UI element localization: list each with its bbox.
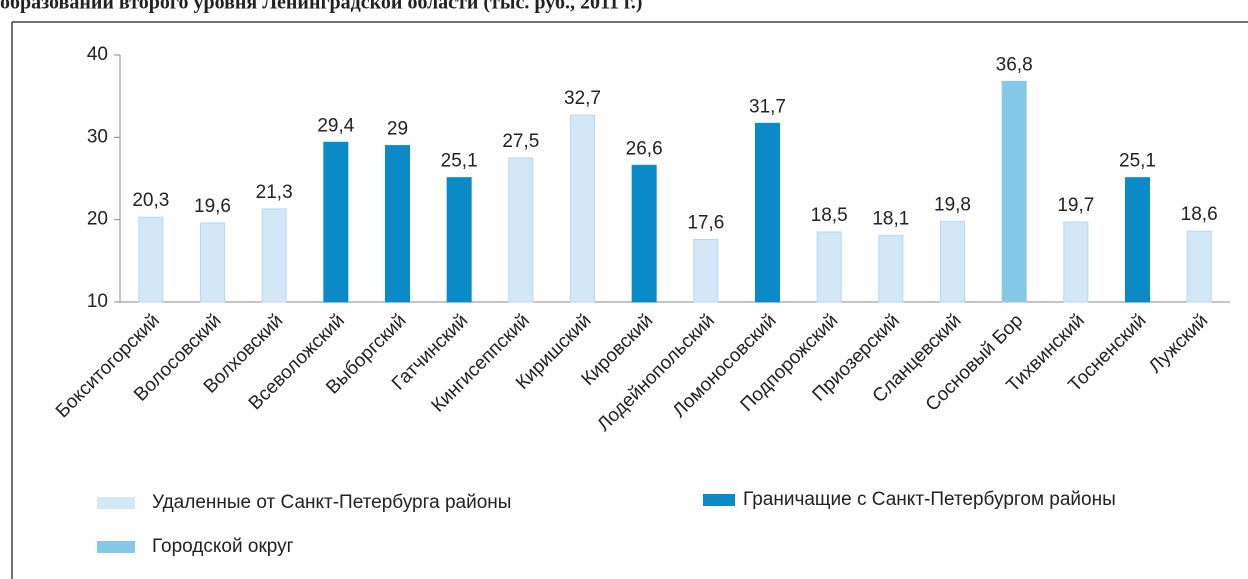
bar bbox=[261, 208, 287, 303]
bar bbox=[323, 141, 349, 303]
bar bbox=[878, 234, 904, 303]
bar bbox=[693, 238, 719, 303]
x-tick-label: Бокситогорский bbox=[52, 310, 164, 422]
data-label: 17,6 bbox=[687, 212, 724, 233]
bar bbox=[138, 216, 164, 303]
bar bbox=[940, 220, 965, 303]
bar bbox=[508, 157, 534, 303]
bar bbox=[1125, 177, 1150, 303]
data-label: 20,3 bbox=[132, 190, 169, 211]
x-tick-label: Ломоносовский bbox=[669, 310, 781, 422]
data-label: 27,5 bbox=[502, 131, 539, 152]
data-label: 29 bbox=[387, 119, 408, 140]
bar bbox=[1063, 221, 1089, 303]
data-label: 21,3 bbox=[256, 182, 293, 203]
bar bbox=[446, 177, 472, 303]
y-tick-label: 10 bbox=[87, 291, 108, 312]
data-label: 32,7 bbox=[564, 88, 601, 109]
bar bbox=[816, 231, 842, 303]
bar bbox=[385, 145, 410, 303]
legend-label: Городской округ bbox=[152, 536, 294, 557]
y-tick-label: 40 bbox=[87, 44, 108, 65]
bar bbox=[200, 222, 225, 303]
data-label: 25,1 bbox=[441, 151, 478, 172]
data-label: 26,6 bbox=[626, 138, 663, 159]
bar bbox=[570, 114, 595, 303]
legend-swatch bbox=[97, 497, 135, 509]
y-tick-label: 20 bbox=[87, 209, 108, 230]
data-label: 31,7 bbox=[749, 96, 786, 117]
bar bbox=[1186, 230, 1212, 303]
data-label: 36,8 bbox=[996, 54, 1033, 75]
data-label: 19,8 bbox=[934, 194, 971, 215]
legend-swatch bbox=[703, 494, 735, 506]
legend-label: Граничащие с Санкт-Петербургом районы bbox=[743, 489, 1116, 510]
data-label: 19,6 bbox=[194, 196, 231, 217]
chart-title: образований второго уровня Ленинградской… bbox=[0, 0, 642, 14]
data-label: 18,1 bbox=[872, 208, 909, 229]
data-label: 18,5 bbox=[811, 205, 848, 226]
bar bbox=[631, 164, 657, 303]
legend-label: Удаленные от Санкт-Петербурга районы bbox=[152, 492, 511, 513]
data-label: 19,7 bbox=[1057, 195, 1094, 216]
y-tick-label: 30 bbox=[87, 126, 108, 147]
legend-swatch bbox=[97, 541, 135, 553]
bar bbox=[1001, 80, 1027, 303]
data-label: 29,4 bbox=[317, 115, 354, 136]
x-tick-label: Лужский bbox=[1145, 310, 1212, 377]
bar bbox=[755, 122, 780, 303]
data-label: 18,6 bbox=[1181, 204, 1218, 225]
x-tick-label: Лодейнопольский bbox=[593, 310, 718, 435]
data-label: 25,1 bbox=[1119, 151, 1156, 172]
